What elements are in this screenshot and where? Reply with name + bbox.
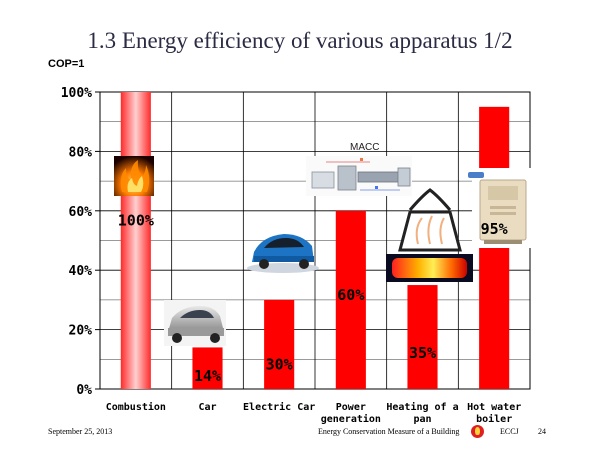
- page-number: 24: [538, 427, 546, 436]
- footer-org: ECCJ: [500, 427, 519, 436]
- macc-annotation: MACC: [350, 142, 379, 153]
- x-category-label: Hot water: [467, 402, 521, 413]
- cop-label: COP=1: [48, 58, 85, 70]
- data-label: 95%: [481, 220, 508, 238]
- data-label: 100%: [118, 212, 154, 230]
- footer-date: September 25, 2013: [48, 427, 113, 436]
- flame-image: [114, 156, 154, 196]
- bar-electric-car: [264, 299, 295, 389]
- data-label: 35%: [409, 344, 436, 362]
- data-label: 14%: [194, 367, 221, 385]
- bar-combustion: [120, 92, 151, 389]
- pan-heating-image: [386, 188, 473, 282]
- slide-title: 1.3 Energy efficiency of various apparat…: [87, 28, 513, 53]
- water-heater-image: [468, 168, 532, 248]
- y-tick-label: 60%: [69, 205, 93, 220]
- x-category-label: Electric Car: [243, 401, 315, 413]
- x-category-label: generation: [321, 413, 381, 425]
- y-tick-label: 100%: [61, 86, 92, 101]
- footer-center-text: Energy Conservation Measure of a Buildin…: [318, 427, 460, 436]
- power-plant-diagram: [306, 156, 412, 196]
- data-label: 60%: [337, 286, 364, 304]
- y-tick-label: 40%: [69, 264, 93, 279]
- x-category-label: pan: [413, 414, 431, 425]
- y-tick-label: 0%: [76, 383, 92, 398]
- eccj-logo-icon: [471, 425, 484, 438]
- y-tick-label: 20%: [69, 324, 93, 339]
- x-category-label: Heating of a: [386, 401, 458, 413]
- electric-car-image: [247, 234, 319, 273]
- car-image: [164, 300, 226, 346]
- x-category-label: Combustion: [106, 401, 166, 413]
- x-category-label: boiler: [476, 413, 512, 425]
- bar-heating-of-a-pan: [407, 285, 438, 389]
- y-tick-label: 80%: [69, 145, 93, 160]
- bar-power-generation: [335, 210, 366, 389]
- x-category-label: Power: [336, 402, 366, 413]
- data-label: 30%: [266, 355, 293, 373]
- bar-car: [192, 347, 223, 389]
- x-category-label: Car: [198, 402, 216, 413]
